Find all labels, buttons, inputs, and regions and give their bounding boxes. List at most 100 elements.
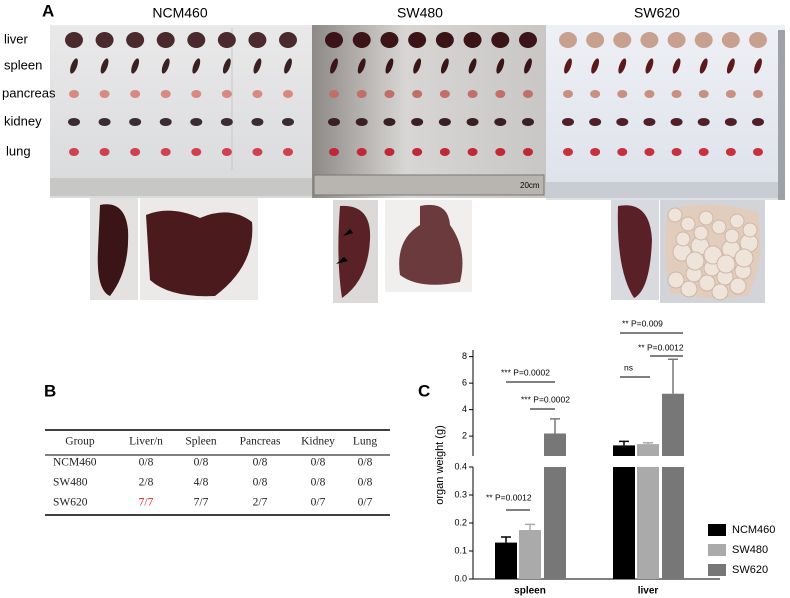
bar [613,445,635,456]
organ [563,90,573,98]
x-tick-label: liver [638,586,659,597]
organ [522,118,534,126]
nodule [675,231,691,247]
organ [412,148,423,156]
error-bar [668,358,678,394]
ruler [546,182,785,198]
organ [435,32,454,48]
organ [251,118,264,126]
organ [191,148,202,156]
organ [559,32,577,48]
organ [439,148,450,156]
spleen-photo [617,205,652,298]
table-cell: 7/7 [194,497,209,509]
nodule [711,219,727,235]
organ [190,118,203,126]
organ [411,118,424,126]
organ [613,32,632,48]
organ [590,90,601,98]
organ [130,148,141,156]
table-cell: SW480 [53,477,88,489]
legend-label: NCM460 [732,524,775,536]
organ [352,32,371,48]
panel-label: C [418,381,430,400]
table-cell: 0/8 [358,457,373,469]
nodule [742,222,758,238]
organ [68,118,80,126]
group-title: NCM460 [152,5,207,21]
bar [544,433,566,456]
organ [694,32,713,48]
organ [494,118,507,126]
error-bar [619,440,629,446]
organ [70,58,78,74]
bar [519,530,541,579]
organ-label: spleen [4,57,42,72]
nodule [667,271,685,289]
organ [754,58,762,74]
organ [563,148,573,156]
organ-label: liver [4,31,29,46]
error-bar [525,523,535,530]
organ [753,90,763,98]
ruler-label: 20cm [520,181,540,190]
organ [100,58,109,74]
table-cell: 0/8 [311,457,326,469]
photo [312,25,546,198]
organ [467,90,478,98]
organ [408,32,427,48]
organ [98,118,111,126]
organ [160,90,171,98]
organ [753,148,763,156]
nodule [680,280,698,298]
table-cell: 0/8 [139,457,154,469]
nodule [729,213,745,229]
organ [752,118,764,126]
organ [252,90,263,98]
annotation: ** P=0.0012 [486,492,532,502]
ruler [313,174,545,196]
liver-photo [399,204,463,285]
organ [412,90,423,98]
legend-label: SW480 [732,544,768,556]
organ [468,58,477,74]
organ [330,58,338,74]
organ [586,32,605,48]
organ [495,90,506,98]
organ [640,32,659,48]
organ [697,118,710,126]
organ [129,118,142,126]
organ [643,118,656,126]
organ [725,148,736,156]
organ [670,118,683,126]
legend-swatch [708,544,726,556]
y-tick-label: 2 [462,431,467,441]
organ [357,58,366,74]
organ [69,148,79,156]
organ [439,90,450,98]
organ [221,90,232,98]
organ [283,90,293,98]
organ [495,148,506,156]
organ [282,118,294,126]
organ [384,90,395,98]
organ [699,58,708,74]
organ [99,90,110,98]
table-cell: SW620 [53,497,88,509]
organ [131,58,140,74]
chart: 0.0 0.1 0.2 0.3 0.4 2 4 6 8 spleen liver NCM460 SW48… [454,318,775,596]
group-title: SW480 [397,5,443,21]
table-header: Group [65,436,95,448]
organ [159,118,172,126]
organ [672,58,681,74]
organ [617,90,628,98]
table-header: Pancreas [240,436,281,448]
table-header: Spleen [185,436,217,448]
organ [644,90,655,98]
table-cell: 2/7 [253,497,268,509]
organ [671,148,682,156]
table-cell: 0/8 [311,477,326,489]
table-cell: 0/8 [253,477,268,489]
organ [187,32,206,48]
